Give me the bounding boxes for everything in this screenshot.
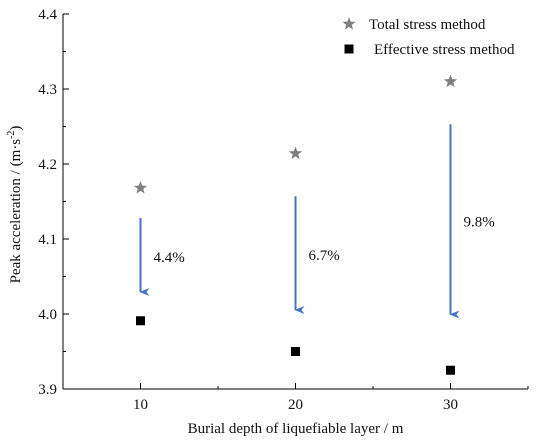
effective-stress-point [291, 347, 300, 356]
y-axis-title-close: ) [8, 126, 24, 131]
y-axis-title-exponent: -2 [6, 131, 17, 139]
data-markers [133, 74, 458, 375]
y-tick-label: 3.9 [38, 382, 57, 398]
total-stress-point [133, 181, 148, 194]
y-tick-label: 4.1 [38, 232, 57, 248]
effective-stress-point [136, 316, 145, 326]
y-tick-label: 4.3 [38, 82, 57, 98]
legend: Total stress method Effective stress meth… [342, 17, 515, 58]
y-axis-title-main: Peak acceleration / (m·s [8, 139, 24, 284]
reduction-label: 6.7% [309, 248, 340, 264]
y-tick-label: 4.0 [38, 307, 57, 323]
y-axis-ticks: 3.9 4.0 4.1 4.2 4.3 4.4 [38, 7, 69, 398]
reduction-annotations: 4.4% 6.7% 9.8% [139, 124, 495, 319]
x-axis-ticks: 10 20 30 [62, 383, 529, 413]
legend-label: Total stress method [369, 17, 486, 33]
total-stress-point [443, 74, 458, 88]
y-tick-label: 4.2 [38, 157, 57, 173]
x-tick-label: 30 [443, 397, 458, 413]
total-stress-point [288, 146, 303, 160]
y-tick-label: 4.4 [38, 7, 57, 23]
reduction-label: 9.8% [464, 214, 495, 230]
legend-star-marker [342, 17, 356, 30]
effective-stress-point [446, 365, 455, 375]
y-axis-title: Peak acceleration / (m·s-2) [6, 126, 24, 284]
x-tick-label: 10 [133, 397, 148, 413]
reduction-label: 4.4% [154, 250, 185, 266]
legend-label: Effective stress method [374, 42, 515, 58]
legend-square-marker [344, 44, 354, 54]
x-tick-label: 20 [288, 397, 303, 413]
x-axis-title: Burial depth of liquefiable layer / m [188, 421, 404, 437]
